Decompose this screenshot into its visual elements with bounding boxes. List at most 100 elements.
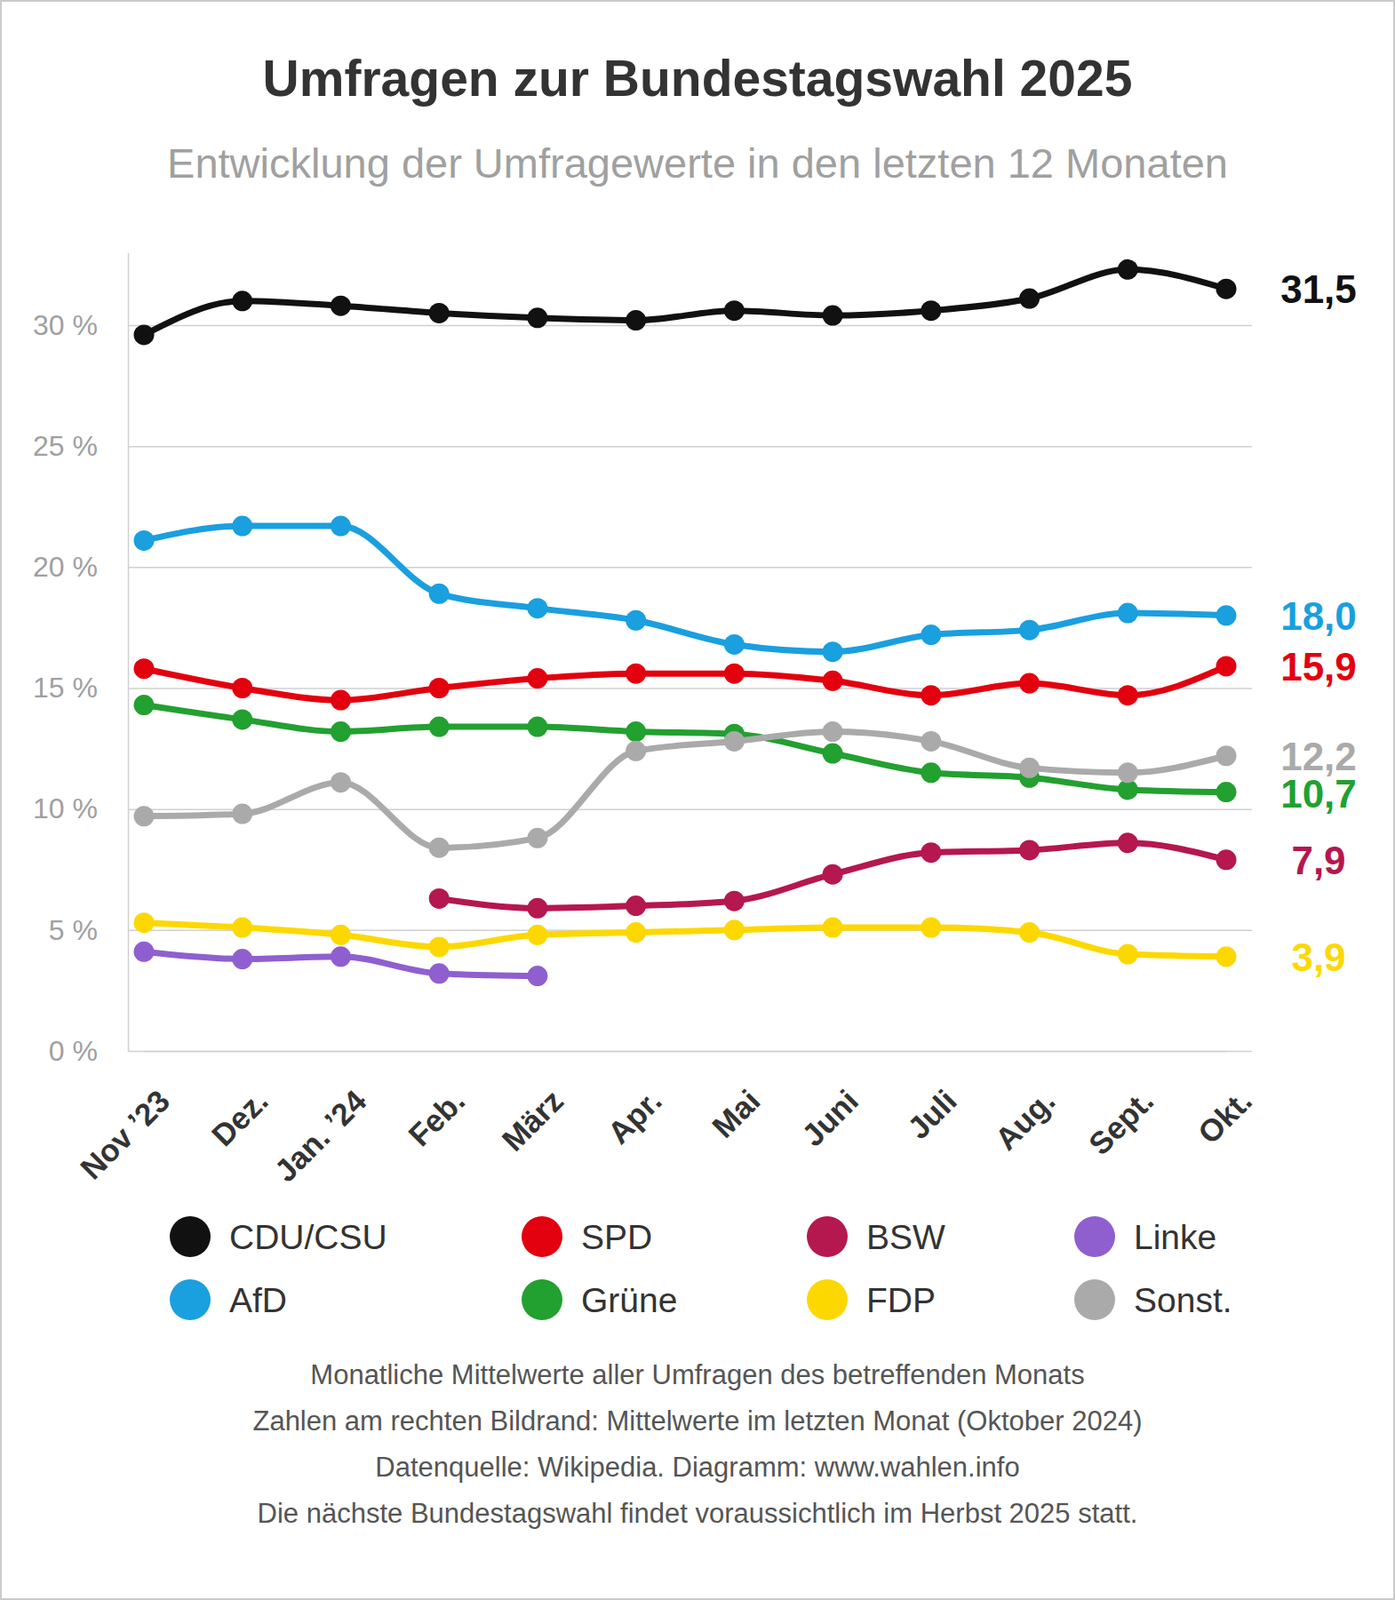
- y-tick-label: 30 %: [32, 309, 98, 342]
- marker: [526, 668, 548, 689]
- legend-label: Sonst.: [1133, 1281, 1233, 1320]
- legend-label: Grüne: [581, 1281, 678, 1320]
- x-tick: Okt.: [1190, 1083, 1259, 1151]
- marker: [1019, 839, 1040, 861]
- marker: [429, 837, 450, 859]
- marker: [920, 685, 941, 706]
- marker: [231, 917, 253, 939]
- series: [134, 655, 1237, 710]
- note: Datenquelle: Wikipedia. Diagramm: www.wa…: [374, 1451, 1020, 1483]
- legend-item: Grüne: [521, 1279, 678, 1321]
- x-tick: Juni: [795, 1083, 865, 1153]
- marker: [526, 898, 548, 919]
- x-tick-label: Juni: [795, 1083, 865, 1153]
- legend-label: SPD: [581, 1218, 653, 1257]
- marker: [625, 721, 646, 742]
- chart: Umfragen zur Bundestagswahl 2025Entwickl…: [0, 0, 1395, 1600]
- legend-swatch: [521, 1279, 563, 1321]
- series-line: [143, 526, 1227, 653]
- marker: [330, 924, 351, 946]
- x-tick: Dez.: [204, 1083, 274, 1153]
- marker: [920, 917, 941, 939]
- marker: [1216, 781, 1237, 803]
- marker: [526, 828, 548, 849]
- x-tick: Sept.: [1081, 1083, 1160, 1162]
- marker: [822, 743, 844, 765]
- x-tick: Aug.: [988, 1083, 1062, 1157]
- legend-item: SPD: [521, 1216, 653, 1258]
- legend-swatch: [169, 1216, 211, 1258]
- marker: [1019, 757, 1040, 779]
- marker: [1019, 288, 1040, 310]
- y-tick-label: 20 %: [32, 550, 98, 583]
- marker: [1117, 762, 1139, 783]
- y-axis: 0 %5 %10 %15 %20 %25 %30 %: [32, 253, 1252, 1068]
- x-tick: Nov ’23: [72, 1083, 176, 1187]
- x-tick-label: Apr.: [600, 1083, 669, 1151]
- y-tick: 0 %: [48, 1035, 1252, 1068]
- series: [134, 721, 1237, 859]
- legend-label: CDU/CSU: [229, 1218, 388, 1257]
- marker: [134, 912, 155, 933]
- y-axis-line: [127, 253, 130, 1053]
- data-label: 3,9: [1291, 935, 1346, 980]
- legend-swatch: [806, 1279, 848, 1321]
- marker: [625, 610, 646, 631]
- legend-item: BSW: [806, 1216, 946, 1258]
- marker: [1117, 944, 1139, 965]
- subtitle: Entwicklung der Umfragewerte in den letz…: [167, 139, 1228, 187]
- legend-item: CDU/CSU: [169, 1216, 388, 1258]
- series-line: [143, 666, 1227, 701]
- y-tick: 20 %: [32, 550, 1252, 583]
- note: Die nächste Bundestagswahl findet voraus…: [257, 1498, 1139, 1530]
- marker: [429, 888, 450, 909]
- data-label: 18,0: [1280, 594, 1357, 638]
- marker: [724, 634, 745, 655]
- note: Zahlen am rechten Bildrand: Mittelwerte …: [252, 1405, 1142, 1437]
- grid-line: [127, 446, 1252, 448]
- marker: [134, 324, 155, 345]
- series-line: [143, 732, 1227, 849]
- x-tick-label: Feb.: [401, 1083, 471, 1153]
- y-tick: 10 %: [32, 792, 1252, 825]
- y-tick-label: 5 %: [48, 914, 98, 947]
- legend-swatch: [521, 1216, 563, 1258]
- marker: [724, 663, 745, 685]
- note: Monatliche Mittelwerte aller Umfragen de…: [310, 1359, 1085, 1391]
- marker: [724, 919, 745, 941]
- series: [134, 694, 1237, 803]
- x-tick-label: Jan. ’24: [267, 1083, 374, 1189]
- x-axis-line: [144, 1051, 1228, 1053]
- legend: CDU/CSUAfDSPDGrüneBSWFDPLinkeSonst.: [169, 1216, 1233, 1321]
- marker: [822, 864, 844, 885]
- data-labels: 31,518,015,912,210,77,93,9: [1280, 267, 1357, 980]
- x-tick: Apr.: [600, 1083, 669, 1151]
- marker: [625, 741, 646, 762]
- marker: [822, 721, 844, 742]
- x-tick-label: Dez.: [204, 1083, 274, 1153]
- marker: [526, 965, 548, 987]
- marker: [330, 295, 351, 317]
- marker: [429, 717, 450, 738]
- marker: [920, 842, 941, 863]
- data-label: 15,9: [1280, 645, 1357, 689]
- y-tick: 25 %: [32, 430, 1252, 463]
- marker: [330, 516, 351, 537]
- marker: [1117, 603, 1139, 624]
- legend-swatch: [1074, 1216, 1116, 1258]
- marker: [526, 717, 548, 738]
- legend-swatch: [1074, 1279, 1116, 1321]
- x-tick-label: Okt.: [1190, 1083, 1259, 1151]
- legend-item: Linke: [1074, 1216, 1217, 1258]
- marker: [429, 936, 450, 957]
- marker: [1019, 922, 1040, 943]
- marker: [134, 694, 155, 716]
- marker: [625, 895, 646, 917]
- marker: [429, 963, 450, 984]
- marker: [625, 310, 646, 331]
- marker: [330, 772, 351, 793]
- x-tick: Jan. ’24: [267, 1083, 374, 1189]
- marker: [1117, 685, 1139, 706]
- marker: [231, 290, 253, 311]
- legend-label: FDP: [866, 1281, 936, 1320]
